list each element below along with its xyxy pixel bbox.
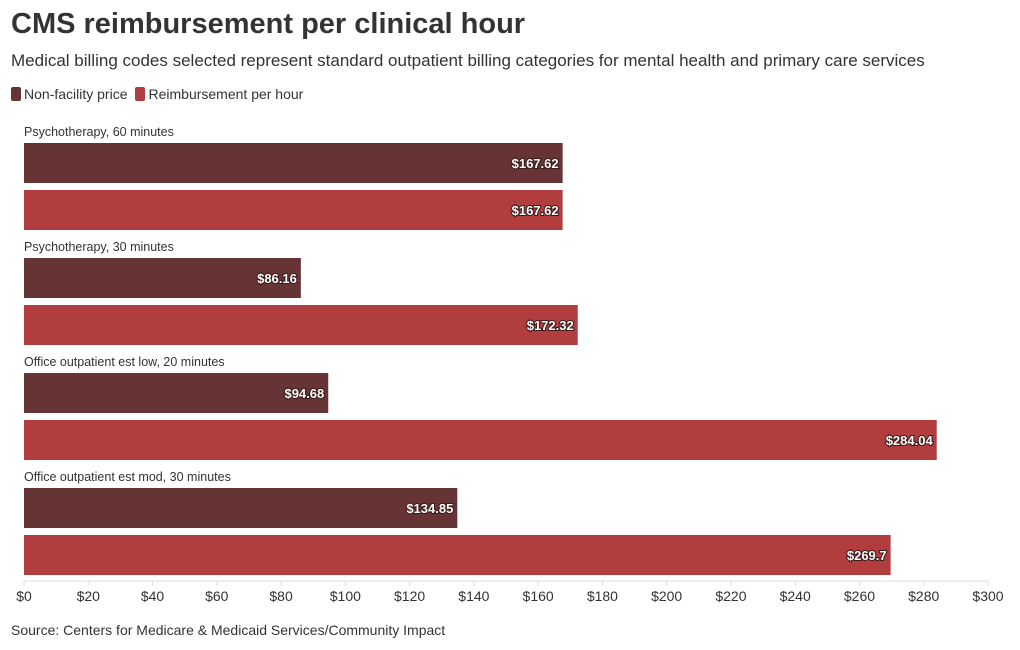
chart-subtitle: Medical billing codes selected represent…	[11, 51, 925, 70]
x-tick-label: $220	[715, 588, 746, 604]
legend-label-reimbursement: Reimbursement per hour	[148, 86, 304, 102]
x-tick-label: $80	[269, 588, 293, 604]
category-label: Psychotherapy, 30 minutes	[24, 240, 174, 254]
bar-non-facility	[24, 488, 458, 528]
x-tick-label: $200	[651, 588, 682, 604]
x-tick-label: $40	[141, 588, 165, 604]
x-tick-label: $180	[587, 588, 618, 604]
x-tick-label: $300	[972, 588, 1003, 604]
legend-swatch-reimbursement	[135, 87, 146, 101]
bar-chart: Psychotherapy, 60 minutes $167.62 $167.62 P…	[16, 125, 1004, 604]
bar-non-facility	[24, 373, 329, 413]
bar-reimbursement	[24, 190, 563, 230]
x-tick-label: $60	[205, 588, 229, 604]
bar-reimbursement	[24, 420, 937, 460]
chart-title: CMS reimbursement per clinical hour	[11, 8, 526, 40]
bar-reimbursement	[24, 305, 578, 345]
legend-label-non-facility: Non-facility price	[24, 86, 128, 102]
bar-value-label: $284.04	[886, 433, 934, 448]
bar-value-label: $269.7	[847, 548, 887, 563]
x-tick-label: $160	[523, 588, 554, 604]
bar-value-label: $86.16	[257, 271, 297, 286]
x-tick-label: $20	[77, 588, 101, 604]
legend: Non-facility price Reimbursement per hou…	[11, 86, 311, 102]
bar-non-facility	[24, 258, 301, 298]
bar-non-facility	[24, 143, 563, 183]
bar-value-label: $167.62	[512, 156, 559, 171]
x-tick-label: $260	[844, 588, 875, 604]
legend-swatch-non-facility	[11, 87, 21, 101]
bar-value-label: $172.32	[527, 318, 574, 333]
source-note: Source: Centers for Medicare & Medicaid …	[11, 622, 446, 638]
x-tick-label: $140	[458, 588, 489, 604]
legend-item-reimbursement: Reimbursement per hour	[135, 86, 303, 102]
bar-value-label: $167.62	[512, 203, 559, 218]
x-tick-label: $0	[16, 588, 32, 604]
category-label: Office outpatient est low, 20 minutes	[24, 355, 225, 369]
category-label: Psychotherapy, 60 minutes	[24, 125, 174, 139]
x-tick-label: $120	[394, 588, 425, 604]
x-tick-label: $100	[330, 588, 361, 604]
bar-reimbursement	[24, 535, 891, 575]
bar-value-label: $134.85	[406, 501, 453, 516]
x-tick-label: $280	[908, 588, 939, 604]
x-tick-label: $240	[780, 588, 811, 604]
legend-item-non-facility: Non-facility price	[11, 86, 127, 102]
category-label: Office outpatient est mod, 30 minutes	[24, 470, 231, 484]
bar-value-label: $94.68	[284, 386, 324, 401]
